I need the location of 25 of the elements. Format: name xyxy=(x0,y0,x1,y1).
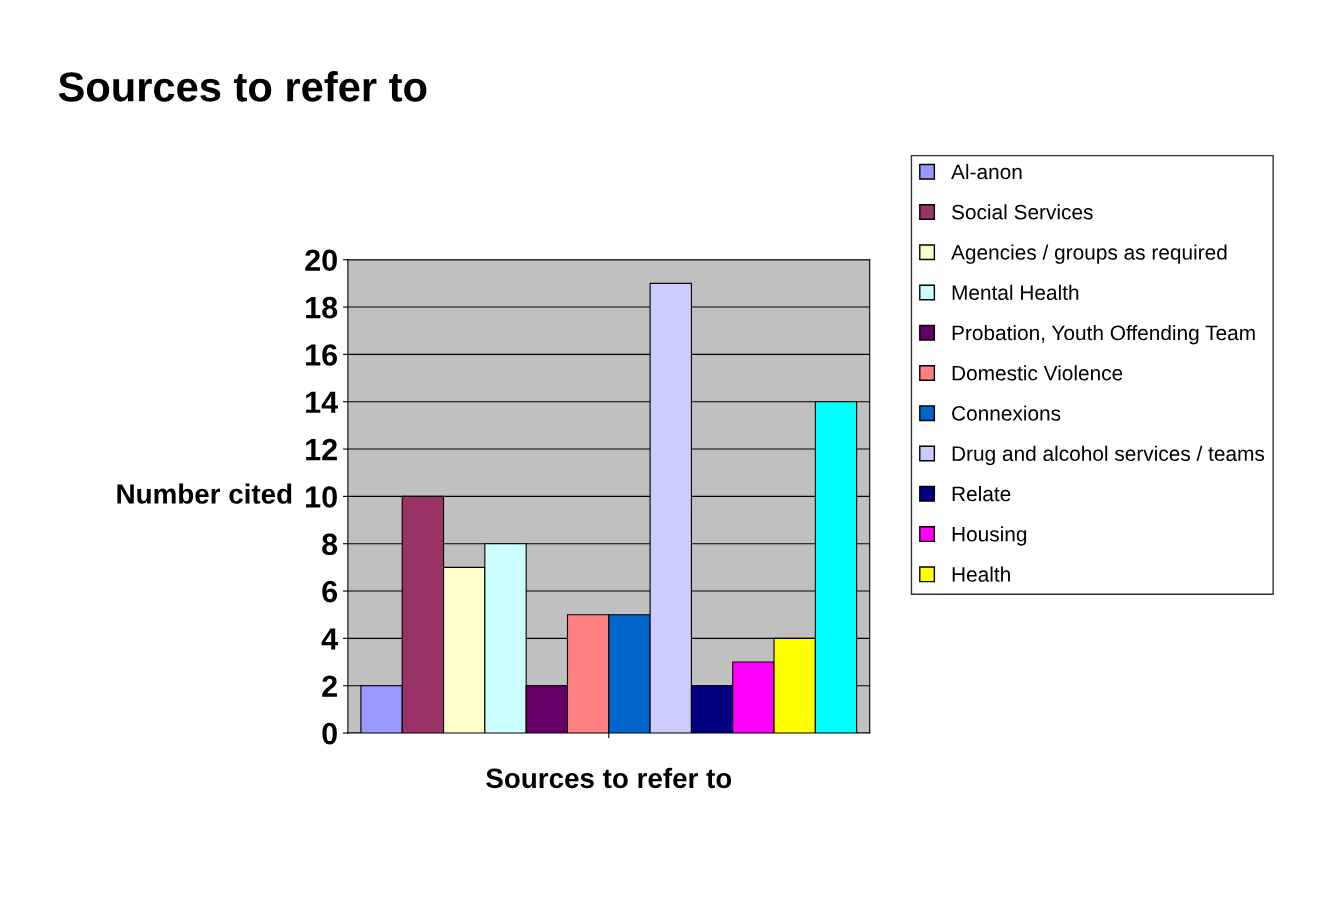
chart-title: Sources to refer to xyxy=(58,71,427,102)
y-tick-label: 0 xyxy=(322,722,337,745)
legend-label: Relate xyxy=(952,485,1011,502)
y-tick-label: 16 xyxy=(306,344,338,366)
y-tick-label: 14 xyxy=(306,391,338,413)
y-tick-label: 10 xyxy=(306,486,337,508)
legend-label: Social Services xyxy=(951,204,1093,220)
legend-label: Mental Health xyxy=(952,284,1079,300)
legend-label: Health xyxy=(952,566,1010,582)
legend-label: Drug and alcohol services / teams xyxy=(952,445,1265,466)
legend-label: Al-anon xyxy=(951,163,1022,180)
legend-label: Domestic Violence xyxy=(952,365,1123,381)
y-tick-label: 4 xyxy=(321,628,338,650)
y-tick-label: 8 xyxy=(322,533,338,556)
legend-label: Probation, Youth Offending Team xyxy=(952,324,1255,345)
y-tick-label: 2 xyxy=(322,675,337,697)
y-tick-label: 20 xyxy=(305,249,337,272)
y-axis-title: Number cited xyxy=(117,483,292,504)
y-tick-label: 12 xyxy=(306,438,337,461)
x-axis-title: Sources to refer to xyxy=(486,767,732,789)
legend-label: Agencies / groups as required xyxy=(951,244,1227,264)
y-tick-label: 18 xyxy=(306,296,338,319)
legend-label: Connexions xyxy=(952,405,1061,421)
y-tick-label: 6 xyxy=(322,580,338,603)
legend-label: Housing xyxy=(952,526,1027,546)
